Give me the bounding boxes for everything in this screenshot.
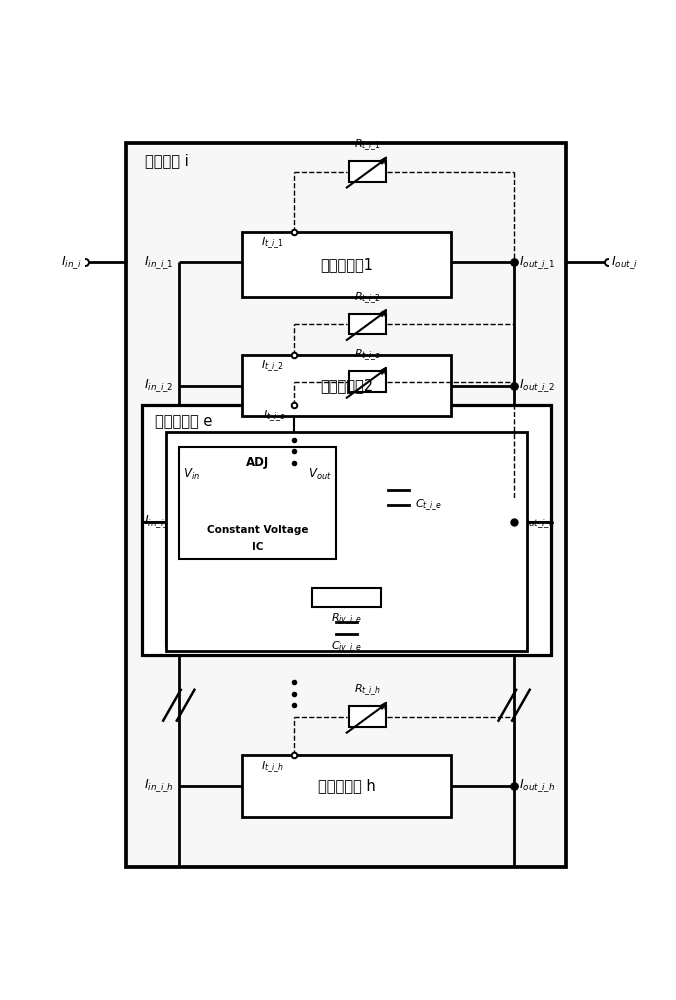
Text: $I_{out\_i\_e}$: $I_{out\_i\_e}$ bbox=[519, 514, 556, 530]
Text: $I_{in\_i\_h}$: $I_{in\_i\_h}$ bbox=[144, 778, 174, 794]
Bar bbox=[242, 755, 452, 817]
Text: ADJ: ADJ bbox=[246, 456, 269, 469]
Text: 恒流子模块2: 恒流子模块2 bbox=[320, 378, 373, 393]
Text: 恒流模块 i: 恒流模块 i bbox=[145, 153, 189, 168]
Bar bbox=[349, 371, 386, 392]
Text: $I_{in\_i\_1}$: $I_{in\_i\_1}$ bbox=[144, 254, 174, 271]
Bar bbox=[178, 447, 336, 559]
Text: $V_{in}$: $V_{in}$ bbox=[183, 467, 200, 482]
Text: $I_{t\_i\_1}$: $I_{t\_i\_1}$ bbox=[261, 235, 284, 251]
Text: $R_{t\_i\_e}$: $R_{t\_i\_e}$ bbox=[354, 348, 381, 363]
Bar bbox=[242, 232, 452, 297]
Text: $I_{t\_i\_2}$: $I_{t\_i\_2}$ bbox=[261, 359, 284, 374]
Text: $R_{jy\_i\_e}$: $R_{jy\_i\_e}$ bbox=[331, 611, 362, 627]
Bar bbox=[349, 314, 386, 334]
Text: $R_{t\_i\_h}$: $R_{t\_i\_h}$ bbox=[354, 683, 381, 698]
Text: $C_{jy\_i\_e}$: $C_{jy\_i\_e}$ bbox=[331, 639, 362, 655]
Text: $V_{out}$: $V_{out}$ bbox=[308, 467, 332, 482]
Text: 恒流子模块 e: 恒流子模块 e bbox=[155, 414, 212, 429]
Bar bbox=[312, 588, 381, 607]
Text: $I_{in\_i\_e}$: $I_{in\_i\_e}$ bbox=[144, 514, 174, 530]
Bar bbox=[126, 143, 566, 867]
Text: $I_{t\_i\_e}$: $I_{t\_i\_e}$ bbox=[264, 409, 286, 424]
Text: $C_{t\_i\_e}$: $C_{t\_i\_e}$ bbox=[414, 497, 441, 513]
Bar bbox=[142, 405, 551, 655]
Text: $I_{in\_i\_2}$: $I_{in\_i\_2}$ bbox=[144, 377, 174, 394]
Bar bbox=[166, 432, 527, 651]
Text: $I_{out\_i\_h}$: $I_{out\_i\_h}$ bbox=[519, 778, 556, 794]
Text: $I_{out\_i\_1}$: $I_{out\_i\_1}$ bbox=[519, 254, 555, 271]
Text: $I_{out\_i}$: $I_{out\_i}$ bbox=[611, 254, 637, 271]
Bar bbox=[242, 355, 452, 416]
Text: $I_{in\_i}$: $I_{in\_i}$ bbox=[62, 254, 82, 271]
Bar bbox=[349, 161, 386, 182]
Text: 恒流子模块1: 恒流子模块1 bbox=[320, 257, 373, 272]
Text: $R_{t\_i\_1}$: $R_{t\_i\_1}$ bbox=[354, 138, 381, 153]
Bar bbox=[349, 706, 386, 727]
Text: $R_{t\_i\_2}$: $R_{t\_i\_2}$ bbox=[354, 290, 381, 306]
Text: IC: IC bbox=[251, 542, 263, 552]
Text: $I_{out\_i\_2}$: $I_{out\_i\_2}$ bbox=[519, 377, 555, 394]
Text: $I_{t\_i\_h}$: $I_{t\_i\_h}$ bbox=[261, 759, 284, 775]
Text: 恒流子模块 h: 恒流子模块 h bbox=[318, 779, 375, 794]
Text: Constant Voltage: Constant Voltage bbox=[207, 525, 308, 535]
